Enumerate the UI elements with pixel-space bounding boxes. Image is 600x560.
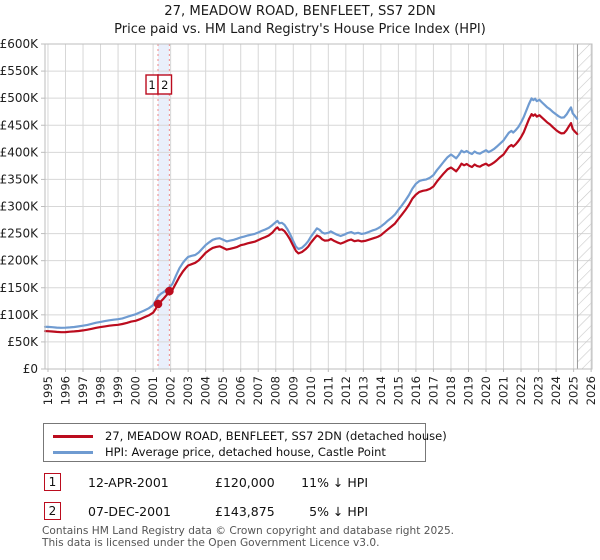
y-tick-label: £0: [23, 362, 38, 376]
x-tick-label: 1996: [58, 376, 72, 405]
x-tick-label: 2013: [356, 376, 370, 405]
x-tick-label: 2004: [199, 376, 213, 405]
x-tick-label: 2017: [426, 376, 440, 405]
x-tick-label: 2007: [251, 376, 265, 405]
x-tick-label: 2020: [479, 376, 493, 405]
x-tick-label: 1997: [76, 376, 90, 405]
y-tick-label: £350K: [0, 172, 39, 186]
chart-legend: 27, MEADOW ROAD, BENFLEET, SS7 2DN (deta…: [43, 423, 447, 462]
sale-point: [165, 286, 174, 296]
x-tick-label: 2003: [181, 376, 195, 405]
y-tick-label: £450K: [0, 118, 39, 132]
transaction-number-badge: 1: [44, 473, 61, 491]
future-hatch-region: [577, 44, 592, 369]
transaction-hpi-delta: 11% ↓ HPI: [301, 475, 368, 490]
page-subtitle: Price paid vs. HM Land Registry's House …: [114, 22, 486, 37]
sale-point: [153, 299, 163, 309]
y-tick-label: £250K: [0, 227, 39, 241]
x-tick-label: 2010: [304, 376, 318, 405]
property-line-swatch: [53, 434, 93, 438]
x-tick-label: 2023: [532, 376, 546, 405]
x-tick-label: 2006: [234, 376, 248, 405]
license-footer: Contains HM Land Registry data © Crown c…: [42, 525, 455, 549]
x-tick-label: 2005: [216, 376, 230, 405]
x-tick-label: 2026: [584, 376, 598, 405]
legend-item-hpi: HPI: Average price, detached house, Cast…: [44, 444, 425, 460]
page-title: 27, MEADOW ROAD, BENFLEET, SS7 2DN: [164, 4, 436, 19]
x-tick-label: 2019: [461, 376, 475, 405]
hpi-line: [43, 97, 579, 329]
x-tick-label: 2018: [444, 376, 458, 405]
x-tick-label: 2015: [391, 376, 405, 405]
y-tick-label: £300K: [0, 200, 39, 214]
chart-content: £0 £50K £100K £150K £200K £250K £300K £350K £400…: [0, 37, 598, 405]
transaction-price: £143,875: [215, 504, 275, 519]
price-chart: £0 £50K £100K £150K £200K £250K £300K £350K £400…: [0, 37, 598, 405]
y-tick-label: £550K: [0, 64, 39, 78]
x-tick-label: 1998: [94, 376, 108, 405]
hpi-line-swatch: [53, 450, 93, 454]
legend-item-property: 27, MEADOW ROAD, BENFLEET, SS7 2DN (deta…: [44, 428, 447, 444]
footer-line: Contains HM Land Registry data © Crown c…: [42, 525, 455, 537]
sale-marker-label-1: 1: [148, 78, 155, 92]
x-tick-label: 2021: [497, 376, 511, 405]
x-tick-label: 2022: [514, 376, 528, 405]
plot-border: [44, 43, 593, 370]
y-tick-label: £500K: [0, 91, 39, 105]
x-tick-label: 2012: [339, 376, 353, 405]
x-tick-label: 2016: [409, 376, 423, 405]
x-tick-label: 2008: [269, 376, 283, 405]
x-tick-label: 2000: [129, 376, 143, 405]
x-tick-label: 2011: [321, 376, 335, 405]
y-tick-label: £50K: [7, 335, 39, 349]
y-tick-label: £100K: [0, 308, 39, 322]
footer-line: This data is licensed under the Open Gov…: [42, 536, 380, 549]
legend-label: 27, MEADOW ROAD, BENFLEET, SS7 2DN (deta…: [105, 429, 447, 443]
sale-marker-box-2: [157, 74, 173, 95]
x-tick-label: 2001: [146, 376, 160, 405]
y-tick-label: £600K: [0, 37, 39, 51]
transaction-row: 2 07-DEC-2001 £143,875 5% ↓ HPI: [0, 502, 600, 522]
transaction-date: 07-DEC-2001: [88, 504, 171, 519]
legend-label: HPI: Average price, detached house, Cast…: [105, 445, 386, 459]
x-tick-label: 2014: [374, 376, 388, 405]
x-tick-label: 2025: [567, 376, 581, 405]
transaction-hpi-delta: 5% ↓ HPI: [309, 504, 368, 519]
y-tick-label: £200K: [0, 254, 39, 268]
transaction-price: £120,000: [215, 475, 275, 490]
y-tick-label: £400K: [0, 145, 39, 159]
x-tick-label: 1995: [41, 376, 55, 405]
x-tick-label: 2009: [286, 376, 300, 405]
sale-marker-label-2: 2: [161, 78, 168, 92]
x-tick-label: 1999: [111, 376, 125, 405]
transaction-number-badge: 2: [44, 502, 61, 520]
transaction-date: 12-APR-2001: [88, 475, 169, 490]
transaction-row: 1 12-APR-2001 £120,000 11% ↓ HPI: [0, 473, 600, 493]
x-tick-label: 2024: [549, 376, 563, 405]
y-tick-label: £150K: [0, 281, 39, 295]
x-tick-label: 2002: [164, 376, 178, 405]
